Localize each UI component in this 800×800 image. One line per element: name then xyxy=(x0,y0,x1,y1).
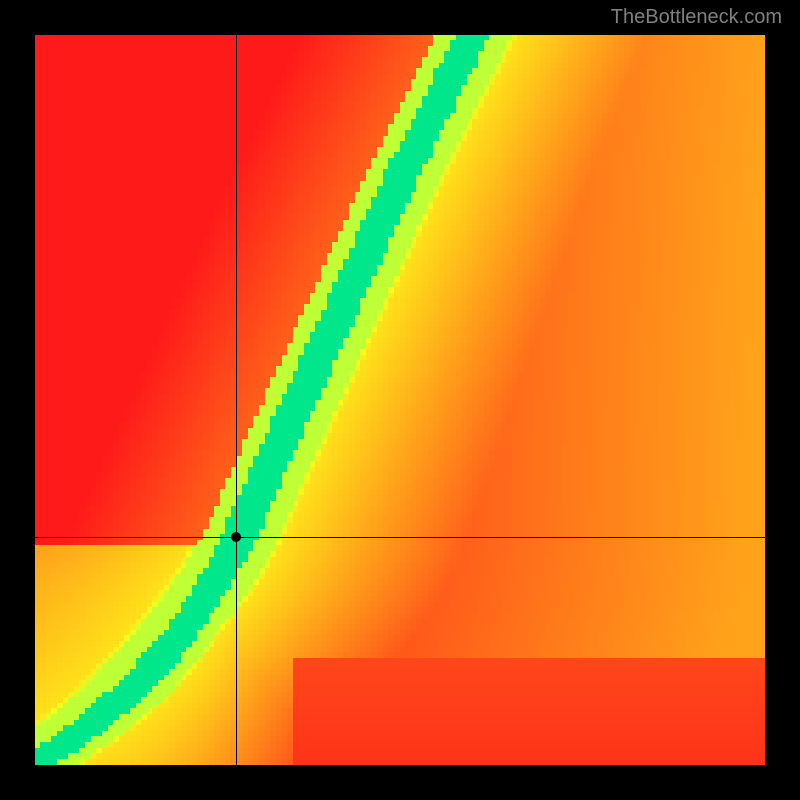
crosshair-marker-dot xyxy=(231,532,241,542)
watermark-text: TheBottleneck.com xyxy=(611,6,782,29)
heatmap-canvas xyxy=(35,35,765,765)
crosshair-horizontal-line xyxy=(35,537,765,538)
crosshair-vertical-line xyxy=(236,35,237,765)
heatmap-plot xyxy=(35,35,765,765)
